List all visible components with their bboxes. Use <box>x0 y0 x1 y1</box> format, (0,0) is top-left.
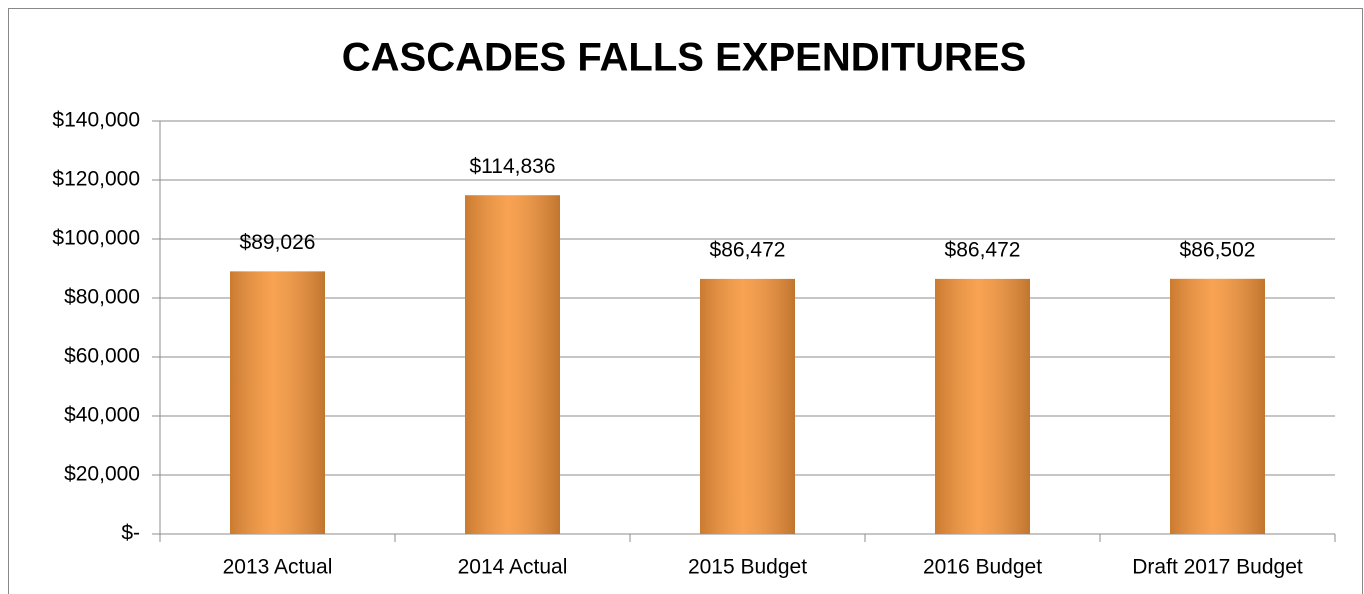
value-label: $86,502 <box>1180 238 1256 261</box>
x-tick-label: 2015 Budget <box>688 556 807 579</box>
y-tick-label: $120,000 <box>52 168 140 191</box>
y-tick-label: $- <box>121 522 140 545</box>
y-tick-label: $40,000 <box>64 404 140 427</box>
x-tick-label: 2016 Budget <box>923 556 1042 579</box>
value-label: $114,836 <box>469 155 555 178</box>
x-tick-label: 2014 Actual <box>458 556 568 579</box>
x-tick-label: Draft 2017 Budget <box>1132 556 1303 579</box>
y-tick-label: $60,000 <box>64 345 140 368</box>
bar-shade <box>1170 278 1265 534</box>
chart-border <box>8 8 1363 594</box>
chart-title: CASCADES FALLS EXPENDITURES <box>342 36 1027 80</box>
bar-shade <box>700 278 795 534</box>
y-tick-label: $140,000 <box>52 109 140 132</box>
bar-shade <box>230 271 325 534</box>
bar-shade <box>935 278 1030 534</box>
y-tick-label: $20,000 <box>64 463 140 486</box>
y-tick-label: $100,000 <box>52 227 140 250</box>
x-tick-label: 2013 Actual <box>223 556 333 579</box>
value-label: $86,472 <box>945 238 1021 261</box>
bar-shade <box>465 195 560 534</box>
y-tick-label: $80,000 <box>64 286 140 309</box>
value-label: $89,026 <box>240 231 316 254</box>
value-label: $86,472 <box>710 238 786 261</box>
